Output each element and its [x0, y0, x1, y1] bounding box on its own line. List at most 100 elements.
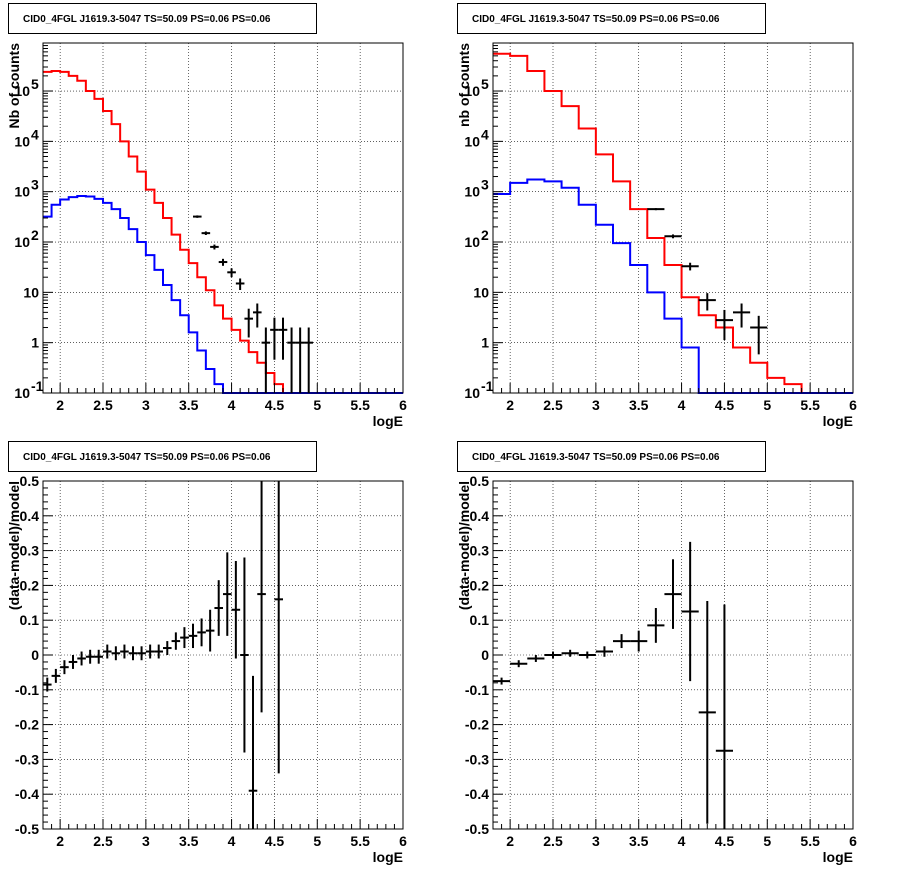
grid [493, 43, 853, 393]
y-tick-exponent: 2 [481, 227, 489, 243]
histogram-line [43, 195, 403, 394]
y-tick-label: 10 [14, 184, 30, 200]
y-tick-label: 10 [464, 234, 480, 250]
x-tick-label: 3.5 [179, 397, 199, 413]
y-tick-exponent: 4 [481, 126, 489, 142]
x-tick-label: 4.5 [715, 397, 735, 413]
y-tick-label: 0.2 [20, 577, 40, 593]
series-3 [193, 215, 313, 393]
x-axis-label: logE [373, 849, 403, 865]
series-1 [43, 69, 403, 394]
x-tick-label: 3.5 [629, 397, 649, 413]
y-tick-label: 0.2 [470, 577, 490, 593]
y-tick-label: 10 [14, 234, 30, 250]
x-tick-label: 6 [849, 397, 857, 413]
y-tick-label: -0.2 [465, 717, 489, 733]
x-tick-label: 4 [678, 833, 686, 849]
y-tick-label: 0.1 [470, 612, 490, 628]
x-tick-label: 4 [228, 833, 236, 849]
x-tick-label: 2.5 [93, 833, 113, 849]
y-tick-label: 10 [473, 284, 489, 300]
y-tick-exponent: 4 [31, 126, 39, 142]
x-tick-label: 3.5 [629, 833, 649, 849]
x-tick-label: 5 [313, 833, 321, 849]
x-tick-label: 6 [399, 397, 407, 413]
x-tick-label: 2 [506, 833, 514, 849]
x-tick-label: 5.5 [350, 833, 370, 849]
x-tick-label: 2 [56, 397, 64, 413]
y-tick-exponent: -1 [481, 378, 494, 394]
y-tick-label: -0.1 [15, 682, 39, 698]
y-axis-label: nb of counts [456, 43, 472, 127]
y-tick-label: -0.3 [15, 751, 39, 767]
histogram-line [493, 52, 853, 394]
y-tick-label: 0.3 [470, 543, 490, 559]
x-tick-label: 2 [56, 833, 64, 849]
grid [43, 43, 403, 393]
y-tick-label: 10 [14, 133, 30, 149]
panel-2: CID0_4FGL J1619.3-5047 TS=50.09 PS=0.06 … [456, 3, 857, 429]
y-tick-label: 0.5 [20, 473, 40, 489]
plot-frame [492, 42, 854, 394]
x-tick-label: 5 [313, 397, 321, 413]
y-axis: -0.5 -0.4 -0.3 -0.2 -0.1 0 0.1 0.2 0.3 0.4 0.5(dat… [456, 473, 503, 837]
panel-4: CID0_4FGL J1619.3-5047 TS=50.09 PS=0.06 … [456, 441, 857, 865]
histogram-line [43, 69, 403, 394]
y-tick-exponent: 3 [481, 177, 489, 193]
y-tick-label: 10 [464, 133, 480, 149]
x-tick-label: 5 [763, 833, 771, 849]
y-tick-label: 0 [31, 647, 39, 663]
chart-title: CID0_4FGL J1619.3-5047 TS=50.09 PS=0.06 … [23, 452, 271, 463]
y-tick-label: 1 [481, 335, 489, 351]
title-box: CID0_4FGL J1619.3-5047 TS=50.09 PS=0.06 … [457, 441, 766, 472]
y-tick-label: -0.2 [15, 717, 39, 733]
y-tick-label: -0.4 [465, 786, 489, 802]
x-tick-label: 3 [592, 833, 600, 849]
y-tick-label: 0.3 [20, 543, 40, 559]
x-tick-label: 4 [678, 397, 686, 413]
x-tick-label: 5.5 [800, 833, 820, 849]
y-tick-label: 10 [464, 184, 480, 200]
series-3 [647, 208, 768, 355]
x-tick-label: 2.5 [93, 397, 113, 413]
x-tick-label: 4.5 [715, 833, 735, 849]
x-tick-label: 3 [592, 397, 600, 413]
y-tick-label: 0.5 [470, 473, 490, 489]
x-tick-label: 3.5 [179, 833, 199, 849]
series-1 [493, 541, 733, 829]
y-tick-label: -0.1 [465, 682, 489, 698]
chart-title: CID0_4FGL J1619.3-5047 TS=50.09 PS=0.06 … [472, 452, 720, 463]
y-tick-label: 10 [464, 83, 480, 99]
y-tick-label: -0.4 [15, 786, 39, 802]
title-frame [8, 441, 317, 472]
x-tick-label: 2.5 [543, 397, 563, 413]
title-box: CID0_4FGL J1619.3-5047 TS=50.09 PS=0.06 … [8, 441, 317, 472]
x-axis-label: logE [823, 413, 853, 429]
x-tick-label: 4 [228, 397, 236, 413]
chart-title: CID0_4FGL J1619.3-5047 TS=50.09 PS=0.06 … [472, 14, 720, 25]
y-tick-label: 10 [14, 83, 30, 99]
y-tick-label: -0.3 [465, 751, 489, 767]
histogram-line [493, 178, 853, 394]
y-tick-label: 10 [14, 385, 30, 401]
x-tick-label: 5.5 [800, 397, 820, 413]
x-tick-label: 4.5 [265, 833, 285, 849]
title-frame [8, 3, 317, 34]
y-tick-label: 0.1 [20, 612, 40, 628]
grid [43, 481, 403, 829]
x-tick-label: 6 [399, 833, 407, 849]
y-tick-label: 0 [481, 647, 489, 663]
y-tick-label: -0.5 [465, 821, 489, 837]
panel-1: CID0_4FGL J1619.3-5047 TS=50.09 PS=0.06 … [6, 3, 407, 429]
x-tick-label: 2 [506, 397, 514, 413]
x-axis-label: logE [823, 849, 853, 865]
y-tick-label: -0.5 [15, 821, 39, 837]
y-axis-label: Nb of counts [6, 43, 22, 129]
